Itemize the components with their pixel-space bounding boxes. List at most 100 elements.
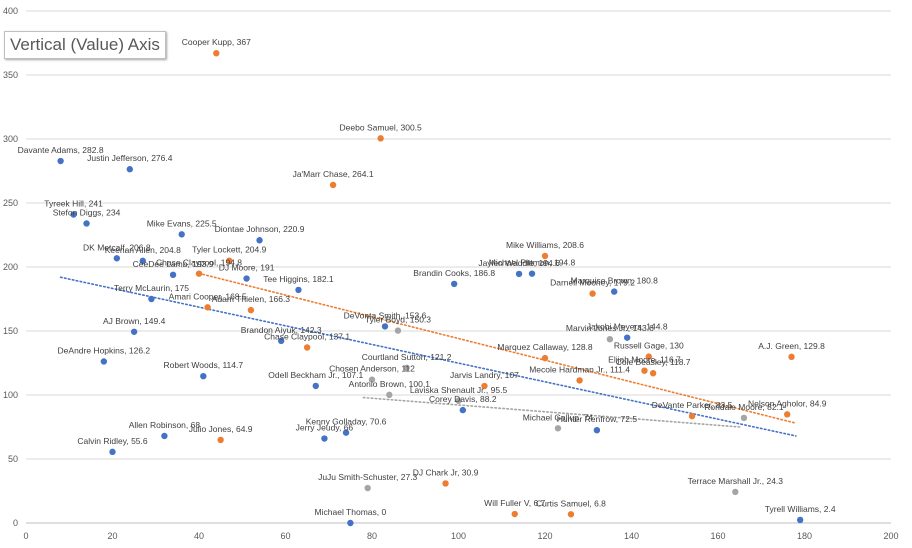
data-label: Chase Claypool, 194.8 bbox=[156, 258, 242, 268]
data-point bbox=[178, 231, 185, 238]
data-label: Hunter Renfrow, 72.5 bbox=[557, 414, 638, 424]
data-point bbox=[130, 328, 138, 335]
data-label: Tyler Boyd, 150.3 bbox=[365, 315, 431, 325]
x-tick-label: 140 bbox=[624, 531, 639, 541]
data-point bbox=[139, 257, 146, 265]
y-tick-label: 200 bbox=[3, 262, 18, 272]
data-label: Mike Williams, 208.6 bbox=[506, 240, 584, 250]
y-tick-label: 0 bbox=[13, 518, 18, 528]
data-label: Robert Woods, 114.7 bbox=[164, 360, 244, 370]
data-label: Tee Higgins, 182.1 bbox=[263, 274, 334, 284]
data-label: Laviska Shenault Jr., 95.5 bbox=[410, 385, 508, 395]
data-point bbox=[541, 252, 549, 260]
data-point bbox=[442, 480, 449, 487]
y-tick-label: 400 bbox=[3, 6, 18, 16]
data-label: Cole Beasley, 118.7 bbox=[616, 357, 691, 367]
data-point bbox=[645, 353, 652, 360]
data-point bbox=[784, 411, 791, 418]
data-point bbox=[364, 484, 371, 492]
data-label: Marquise Brown, 180.8 bbox=[570, 276, 658, 286]
data-point bbox=[541, 354, 549, 362]
data-label: Russell Gage, 130 bbox=[614, 341, 684, 351]
y-tick-label: 100 bbox=[3, 390, 18, 400]
data-label: Mike Evans, 225.5 bbox=[147, 218, 217, 228]
data-point bbox=[554, 425, 562, 432]
x-tick-label: 200 bbox=[883, 531, 898, 541]
data-label: Michael Thomas, 0 bbox=[315, 507, 387, 517]
data-label: Jaylen Waddle, 194.6 bbox=[478, 258, 560, 268]
y-tick-label: 50 bbox=[8, 454, 18, 464]
axes: 0 50 100 150 200 250 300 350 400 0 20 40 60 80 100 120 1… bbox=[3, 6, 899, 541]
data-point bbox=[303, 344, 311, 351]
data-point bbox=[796, 516, 804, 524]
data-point bbox=[295, 286, 302, 294]
data-point bbox=[386, 391, 393, 399]
data-point bbox=[381, 323, 389, 330]
data-point bbox=[109, 448, 116, 456]
x-tick-label: 100 bbox=[451, 531, 466, 541]
data-label: Diontae Johnson, 220.9 bbox=[215, 224, 305, 234]
gridlines bbox=[26, 10, 891, 460]
data-label: Keenan Allen, 204.8 bbox=[105, 245, 181, 255]
trendlines bbox=[59, 272, 797, 437]
data-label: Courtland Sutton, 121.2 bbox=[362, 352, 452, 362]
x-tick-label: 80 bbox=[367, 531, 377, 541]
data-point bbox=[70, 211, 77, 218]
data-point bbox=[740, 414, 748, 422]
data-label: AJ Brown, 149.4 bbox=[103, 316, 166, 326]
data-label: Marvin Jones Jr., 143.6 bbox=[566, 323, 654, 333]
data-label: Jarvis Landry, 107 bbox=[450, 370, 519, 380]
data-label: Rondale Moore, 82.1 bbox=[704, 402, 784, 412]
data-point bbox=[450, 280, 458, 288]
data-points bbox=[57, 50, 804, 527]
data-point bbox=[204, 304, 211, 311]
data-point bbox=[126, 166, 133, 173]
data-label: Julio Jones, 64.9 bbox=[189, 424, 253, 434]
data-point bbox=[688, 412, 696, 420]
x-tick-label: 180 bbox=[797, 531, 812, 541]
data-point bbox=[277, 337, 285, 345]
data-point bbox=[511, 510, 518, 518]
y-tick-label: 350 bbox=[3, 70, 18, 80]
data-label: Brandin Cooks, 186.8 bbox=[413, 268, 495, 278]
data-point bbox=[195, 270, 203, 277]
data-label: Tyler Lockett, 204.9 bbox=[192, 245, 266, 255]
data-label: Jakobi Meyers, 144.8 bbox=[587, 322, 668, 332]
data-point bbox=[329, 181, 337, 189]
data-point bbox=[481, 382, 488, 390]
data-point bbox=[732, 488, 739, 496]
data-point bbox=[623, 334, 631, 341]
data-point bbox=[161, 432, 168, 440]
data-point bbox=[226, 257, 233, 264]
data-label: Calvin Ridley, 55.6 bbox=[77, 436, 148, 446]
trendline-orange bbox=[198, 272, 797, 424]
data-point bbox=[217, 436, 224, 444]
data-point bbox=[455, 397, 462, 404]
data-label: Kenny Golladay, 70.6 bbox=[306, 417, 387, 427]
data-label: JuJu Smith-Schuster, 27.3 bbox=[318, 472, 417, 482]
y-tick-label: 150 bbox=[3, 326, 18, 336]
data-label: Brandon Aiyuk, 142.3 bbox=[241, 325, 322, 335]
x-tick-label: 20 bbox=[107, 531, 117, 541]
data-point bbox=[788, 353, 795, 361]
data-point bbox=[312, 382, 319, 390]
data-point bbox=[113, 255, 121, 262]
data-point bbox=[200, 372, 207, 380]
x-tick-label: 0 bbox=[23, 531, 28, 541]
data-point bbox=[403, 364, 410, 372]
data-point bbox=[576, 377, 583, 384]
data-label: Davante Adams, 282.8 bbox=[18, 145, 104, 155]
data-point bbox=[347, 519, 354, 527]
x-tick-label: 160 bbox=[710, 531, 725, 541]
data-label: Odell Beckham Jr., 107.1 bbox=[268, 370, 363, 380]
data-label: Mecole Hardman Jr., 111.4 bbox=[529, 364, 630, 374]
data-label: Nelson Agholor, 84.9 bbox=[748, 398, 827, 408]
data-point bbox=[256, 237, 263, 244]
data-label: Terry McLaurin, 175 bbox=[114, 283, 189, 293]
vertical-axis-title[interactable]: Vertical (Value) Axis bbox=[4, 31, 166, 59]
data-point bbox=[589, 290, 596, 297]
data-label: Cooper Kupp, 367 bbox=[182, 37, 251, 47]
data-point bbox=[57, 157, 64, 165]
trendline-blue bbox=[59, 276, 797, 437]
